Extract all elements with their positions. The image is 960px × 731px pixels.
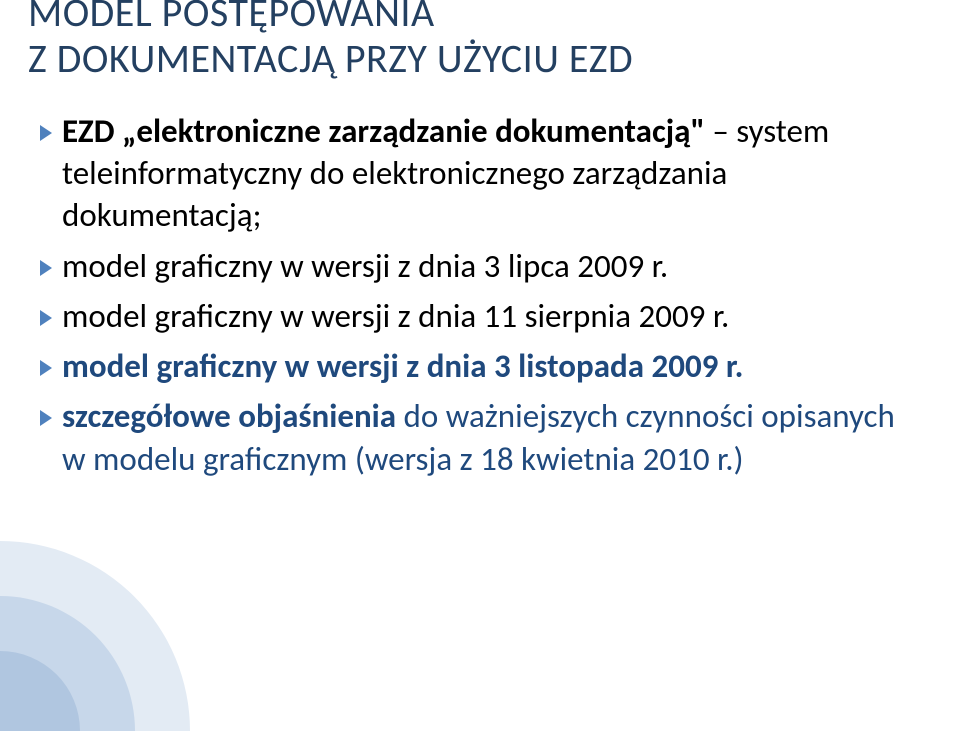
bullet-marker-icon — [40, 301, 62, 335]
text-span: model graficzny w wersji z dnia 11 sierp… — [62, 296, 729, 336]
text-span: model graficzny w wersji z dnia 3 lipca … — [62, 246, 668, 286]
bullet-marker-icon — [40, 401, 62, 435]
bullet-item: model graficzny w wersji z dnia 3 listop… — [40, 345, 900, 387]
bullet-item: EZD „elektroniczne zarządzanie dokumenta… — [40, 110, 900, 237]
bullet-item: model graficzny w wersji z dnia 3 lipca … — [40, 245, 900, 287]
slide-title: MODEL POSTĘPOWANIA Z DOKUMENTACJĄ PRZY U… — [28, 0, 920, 82]
bullet-text: model graficzny w wersji z dnia 3 lipca … — [62, 245, 668, 287]
bullet-item: szczegółowe objaśnienia do ważniejszych … — [40, 395, 900, 479]
bullet-marker-icon — [40, 351, 62, 385]
bullet-marker-icon — [40, 116, 62, 150]
bullet-text: model graficzny w wersji z dnia 3 listop… — [62, 345, 744, 387]
bullet-item: model graficzny w wersji z dnia 11 sierp… — [40, 295, 900, 337]
title-line-2: Z DOKUMENTACJĄ PRZY UŻYCIU EZD — [28, 34, 633, 83]
corner-arcs-decoration — [0, 541, 190, 731]
text-span: EZD „elektroniczne zarządzanie dokumenta… — [62, 111, 712, 151]
bullet-text: szczegółowe objaśnienia do ważniejszych … — [62, 395, 900, 479]
slide-body: EZD „elektroniczne zarządzanie dokumenta… — [40, 110, 900, 488]
text-span: szczegółowe objaśnienia — [62, 396, 404, 436]
bullet-text: EZD „elektroniczne zarządzanie dokumenta… — [62, 110, 900, 237]
bullet-marker-icon — [40, 251, 62, 285]
text-span: model graficzny w wersji z dnia 3 listop… — [62, 346, 744, 386]
bullet-text: model graficzny w wersji z dnia 11 sierp… — [62, 295, 729, 337]
slide: MODEL POSTĘPOWANIA Z DOKUMENTACJĄ PRZY U… — [0, 0, 960, 731]
title-line-1: MODEL POSTĘPOWANIA — [28, 0, 435, 37]
